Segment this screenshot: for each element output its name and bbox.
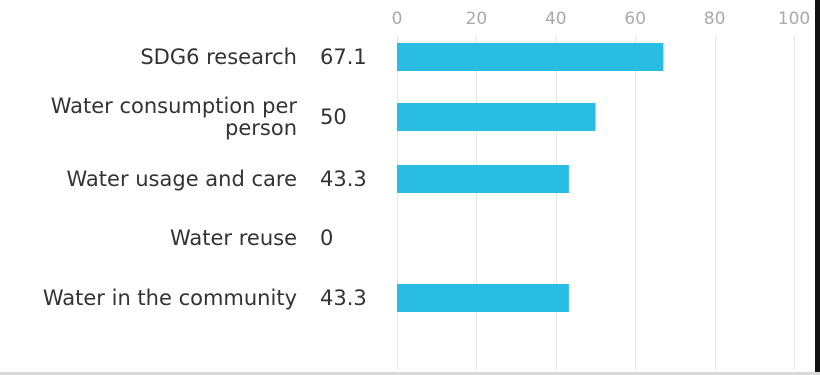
category-label: Water reuse bbox=[170, 226, 297, 250]
bar bbox=[397, 165, 569, 193]
bar bbox=[397, 43, 664, 71]
category-label: Water usage and care bbox=[67, 167, 298, 191]
bottom-border bbox=[0, 372, 820, 375]
window-edge bbox=[815, 0, 820, 375]
x-tick-label: 60 bbox=[624, 9, 646, 29]
x-tick-label: 100 bbox=[778, 9, 810, 29]
category-label: Water consumption per person bbox=[51, 94, 298, 140]
x-tick-label: 80 bbox=[704, 9, 726, 29]
bar bbox=[397, 103, 596, 131]
value-label: 43.3 bbox=[320, 286, 367, 310]
value-label: 50 bbox=[320, 105, 347, 129]
value-labels: 67.1 50 43.3 0 43.3 bbox=[320, 45, 367, 310]
value-label: 67.1 bbox=[320, 45, 367, 69]
value-label: 0 bbox=[320, 226, 333, 250]
bars bbox=[397, 43, 664, 312]
category-label: SDG6 research bbox=[140, 45, 297, 69]
x-axis-ticks: 0 20 40 60 80 100 bbox=[392, 9, 811, 29]
x-tick-label: 40 bbox=[545, 9, 567, 29]
gridlines bbox=[397, 36, 795, 370]
value-label: 43.3 bbox=[320, 167, 367, 191]
category-label: Water in the community bbox=[43, 286, 297, 310]
bar bbox=[397, 284, 569, 312]
x-tick-label: 0 bbox=[392, 9, 403, 29]
category-labels: SDG6 research Water consumption per person… bbox=[43, 45, 298, 310]
x-tick-label: 20 bbox=[466, 9, 488, 29]
